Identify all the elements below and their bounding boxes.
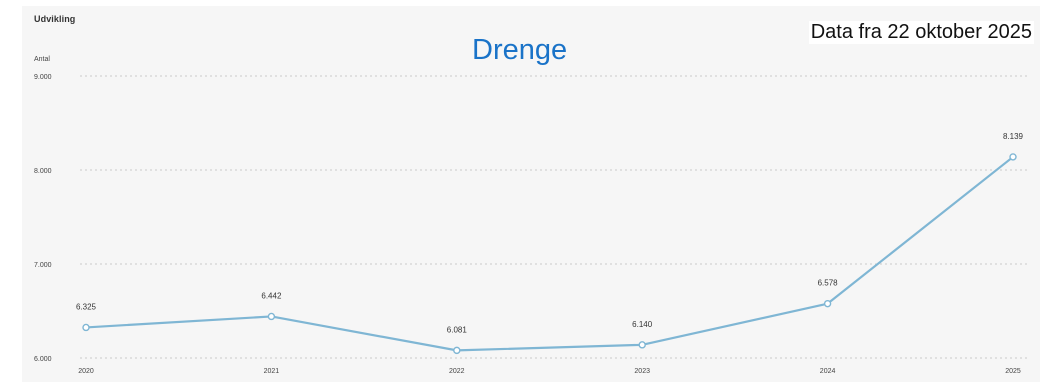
grid-lines <box>80 75 1027 359</box>
data-label: 6.578 <box>818 279 839 288</box>
x-tick-label: 2025 <box>1005 368 1021 375</box>
data-point <box>638 341 646 349</box>
y-tick-labels: 6.000 7.000 8.000 9.000 <box>34 74 52 363</box>
y-tick-label: 9.000 <box>34 74 52 81</box>
data-point <box>267 312 276 321</box>
y-tick-label: 6.000 <box>34 356 52 363</box>
data-label: 6.140 <box>632 320 653 329</box>
data-label: 6.081 <box>447 325 468 334</box>
data-point <box>823 299 832 308</box>
section-title: Udvikling <box>34 14 76 24</box>
x-tick-label: 2020 <box>78 368 94 375</box>
x-tick-label: 2024 <box>820 368 836 375</box>
data-label: 6.442 <box>261 291 282 300</box>
x-tick-label: 2022 <box>449 368 465 375</box>
chart-title: Drenge <box>472 34 568 66</box>
data-label: 8.139 <box>1003 132 1024 141</box>
x-tick-label: 2023 <box>634 368 650 375</box>
y-tick-label: 8.000 <box>34 168 52 175</box>
data-point <box>82 323 90 332</box>
y-tick-label: 7.000 <box>34 262 52 269</box>
series-line <box>85 156 1014 352</box>
y-axis-label: Antal <box>34 56 50 63</box>
x-tick-label: 2021 <box>264 368 280 375</box>
data-points <box>82 153 1017 355</box>
data-point <box>1009 153 1017 161</box>
chart-panel <box>22 6 1040 382</box>
data-label: 6.325 <box>76 302 97 311</box>
date-note: Data fra 22 oktober 2025 <box>808 21 1034 44</box>
x-tick-labels: 2020 2021 2022 2023 2024 2025 <box>78 368 1021 375</box>
data-labels: 6.325 6.442 6.081 6.140 6.578 8.139 <box>76 132 1024 334</box>
data-point <box>453 346 461 355</box>
